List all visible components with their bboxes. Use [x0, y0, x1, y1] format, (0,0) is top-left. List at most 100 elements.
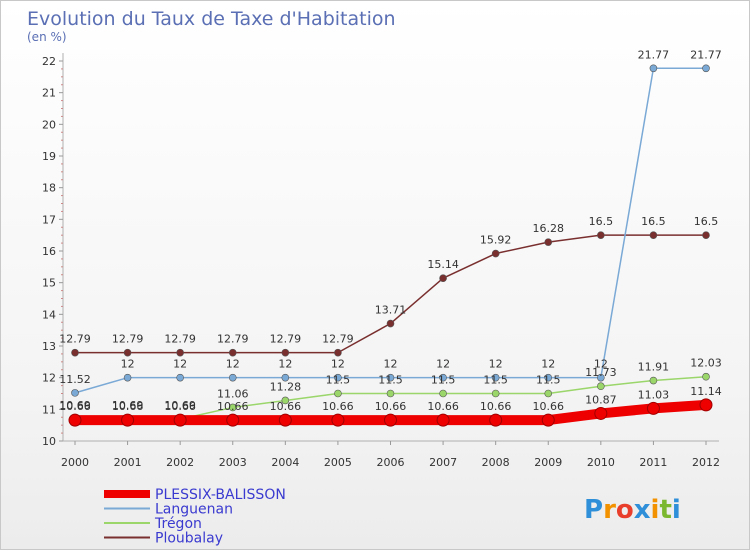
data-label: 12: [436, 358, 450, 371]
x-tick-label: 2005: [324, 456, 352, 469]
data-point: [491, 389, 500, 398]
data-point: [68, 413, 82, 427]
data-point: [334, 389, 342, 398]
data-label: 10.69: [164, 399, 196, 412]
data-point: [544, 389, 553, 398]
data-point: [439, 373, 447, 382]
series-languenan: 11.52 12 12 12 12 12 12 12 12 12 12 21.77 21.77: [59, 48, 722, 397]
data-label: 15.14: [427, 258, 459, 271]
data-label: 11.5: [326, 374, 351, 387]
data-label: 10.66: [59, 400, 91, 413]
data-label: 10.66: [375, 400, 407, 413]
data-point: [123, 348, 132, 357]
legend-label: Languenan: [155, 502, 233, 518]
series-plessix-balisson: 10.66 10.66 10.66 10.66 10.66 10.66 10.66 10.66…: [59, 385, 722, 427]
data-label: 11.06: [217, 387, 249, 400]
x-tick-label: 2006: [377, 456, 405, 469]
y-tick-label: 11: [42, 403, 56, 416]
data-label: 12.03: [690, 357, 722, 370]
data-label: 12.79: [59, 333, 91, 346]
data-point: [226, 413, 240, 427]
data-point: [386, 319, 395, 328]
data-label: 12: [594, 358, 608, 371]
data-label: 12.79: [270, 333, 302, 346]
data-label: 12.79: [112, 333, 144, 346]
proxiti-logo: Proxiti: [584, 495, 681, 525]
x-tick-label: 2003: [219, 456, 247, 469]
data-label: 10.66: [217, 400, 249, 413]
x-tick-label: 2012: [692, 456, 720, 469]
x-tick-label: 2007: [429, 456, 457, 469]
data-point: [439, 274, 447, 283]
data-point: [386, 389, 395, 398]
y-tick-label: 20: [42, 118, 56, 131]
data-point: [71, 348, 79, 357]
data-label: 11.14: [690, 385, 722, 398]
data-label: 12: [384, 358, 398, 371]
x-tick-label: 2001: [114, 456, 142, 469]
x-tick-label: 2009: [534, 456, 562, 469]
data-label: 21.77: [690, 48, 722, 61]
data-point: [646, 401, 660, 415]
data-label: 10.69: [59, 399, 91, 412]
data-point: [597, 373, 605, 382]
data-label: 12.79: [164, 333, 196, 346]
y-tick-label: 18: [42, 182, 56, 195]
data-label: 12.79: [322, 333, 354, 346]
data-point: [649, 64, 658, 73]
data-label: 10.66: [112, 400, 144, 413]
y-tick-label: 13: [42, 340, 56, 353]
data-label: 12: [331, 358, 345, 371]
data-label: 15.92: [480, 234, 512, 247]
data-label: 16.28: [533, 222, 565, 235]
data-point: [489, 413, 503, 427]
data-point: [649, 376, 658, 385]
data-point: [386, 373, 395, 382]
chart-title: Evolution du Taux de Taxe d'Habitation: [27, 8, 396, 30]
x-tick-label: 2008: [482, 456, 510, 469]
legend-label: Trégon: [154, 516, 202, 532]
data-point: [281, 396, 290, 405]
data-label: 10.87: [585, 393, 617, 406]
data-point: [121, 413, 135, 427]
data-point: [544, 238, 553, 246]
legend-label: PLESSIX-BALISSON: [155, 487, 286, 503]
logo-letter: t: [659, 495, 671, 525]
data-point: [649, 231, 658, 239]
data-point: [597, 231, 605, 239]
data-label: 10.66: [480, 400, 512, 413]
data-point: [278, 413, 292, 427]
logo-letter: r: [603, 495, 616, 525]
data-point: [173, 413, 187, 427]
data-point: [439, 389, 447, 398]
data-label: 11.5: [483, 374, 508, 387]
data-point: [334, 373, 342, 382]
data-point: [702, 372, 710, 381]
data-label: 11.5: [431, 374, 456, 387]
data-point: [699, 398, 713, 412]
x-tick-label: 2000: [61, 456, 89, 469]
data-point: [384, 413, 397, 427]
data-label: 16.5: [589, 215, 614, 228]
data-point: [702, 64, 710, 73]
data-label: 12: [541, 358, 555, 371]
data-label: 11.52: [59, 373, 91, 386]
legend-label: Ploubalay: [155, 531, 223, 547]
logo-letter: i: [651, 495, 660, 525]
x-tick-label: 2010: [587, 456, 615, 469]
y-tick-label: 21: [42, 87, 56, 100]
data-point: [228, 348, 237, 357]
data-point: [176, 348, 184, 357]
data-point: [541, 413, 555, 427]
y-tick-label: 16: [42, 245, 56, 258]
data-label: 13.71: [375, 304, 407, 317]
y-tick-label: 22: [42, 55, 56, 68]
data-label: 16.5: [694, 215, 719, 228]
chart-subtitle: (en %): [27, 30, 67, 44]
y-tick-label: 14: [42, 308, 56, 321]
y-tick-label: 19: [42, 150, 56, 163]
data-label: 12: [121, 358, 135, 371]
y-tick-label: 15: [42, 277, 56, 290]
